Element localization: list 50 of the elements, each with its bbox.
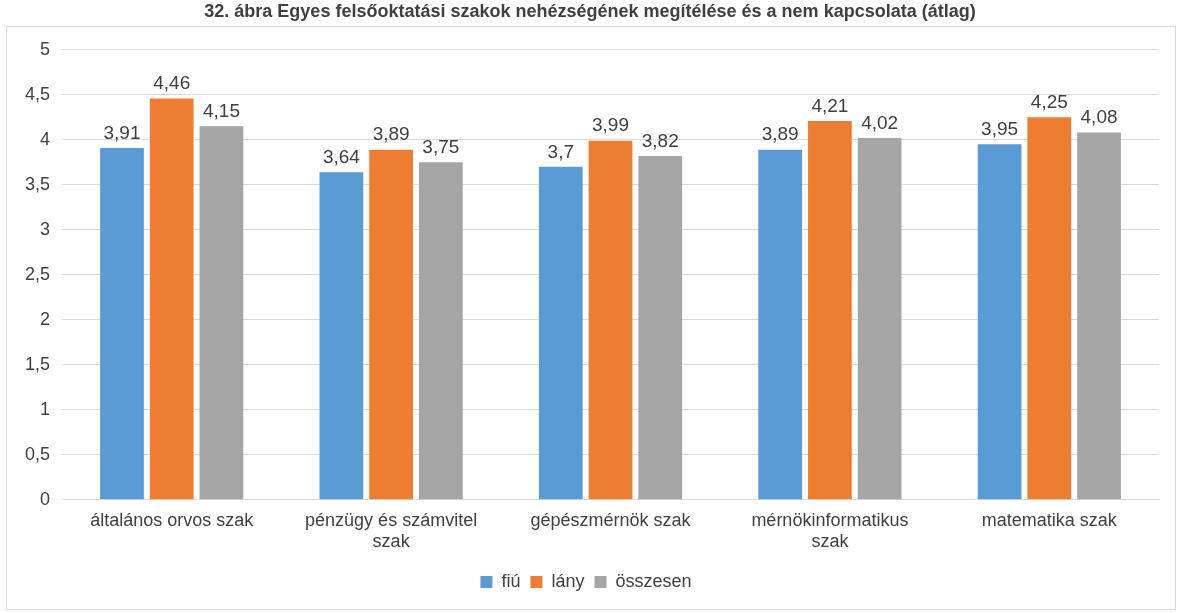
- bar: [1027, 117, 1072, 500]
- x-tick-label: matematika szak: [981, 509, 1118, 530]
- bar: [857, 138, 902, 500]
- y-tick-label: 2: [40, 308, 51, 329]
- y-tick-label: 3,5: [24, 173, 51, 194]
- y-tick-label: 5: [40, 38, 51, 59]
- data-label: 4,46: [153, 72, 191, 94]
- y-tick-label: 1: [40, 398, 51, 419]
- chart-title: 32. ábra Egyes felsőoktatási szakok nehézségének megítélése és a nem kapcsolata (átlag): [203, 0, 977, 22]
- data-label: 3,95: [981, 118, 1019, 140]
- data-label: 3,89: [372, 123, 410, 145]
- y-tick-label: 3: [40, 218, 51, 239]
- data-label: 3,82: [641, 129, 679, 151]
- data-label: 4,08: [1080, 106, 1118, 128]
- bar: [149, 98, 194, 500]
- x-tick-label: gépészmérnök szak: [530, 509, 692, 530]
- bar: [319, 172, 364, 500]
- data-label: 4,15: [202, 100, 240, 122]
- data-label: 4,02: [861, 111, 899, 133]
- data-label: 3,89: [761, 123, 799, 145]
- y-tick-label: 4: [40, 128, 51, 149]
- data-label: 4,21: [811, 94, 849, 116]
- bar: [977, 144, 1022, 500]
- bar: [1077, 132, 1121, 500]
- data-label: 3,7: [547, 140, 574, 162]
- y-tick-label: 2,5: [24, 263, 51, 284]
- bar: [808, 120, 852, 500]
- legend-label: fiú: [501, 570, 521, 591]
- x-tick-label: pénzügy és számvitel szak: [305, 509, 478, 552]
- x-tick-label: mérnökinformatikus szak: [751, 509, 909, 552]
- y-tick-label: 0,5: [24, 443, 51, 464]
- bar: [418, 162, 463, 500]
- y-tick-label: 4,5: [24, 83, 51, 104]
- legend-label: lány: [551, 570, 585, 591]
- y-tick-label: 0: [40, 488, 51, 509]
- y-tick-label: 1,5: [24, 353, 51, 374]
- bar: [100, 147, 144, 500]
- bar: [199, 126, 244, 500]
- bar: [369, 149, 413, 500]
- data-label: 3,64: [322, 145, 361, 167]
- bar: [588, 140, 633, 500]
- x-tick-label: általános orvos szak: [90, 509, 255, 530]
- bar: [638, 156, 683, 500]
- data-label: 3,75: [422, 136, 460, 158]
- data-label: 4,25: [1030, 91, 1068, 113]
- data-label: 3,91: [103, 121, 141, 143]
- legend-label: összesen: [615, 570, 692, 591]
- data-label: 3,99: [592, 114, 629, 136]
- bar: [758, 149, 803, 500]
- bar: [538, 166, 583, 500]
